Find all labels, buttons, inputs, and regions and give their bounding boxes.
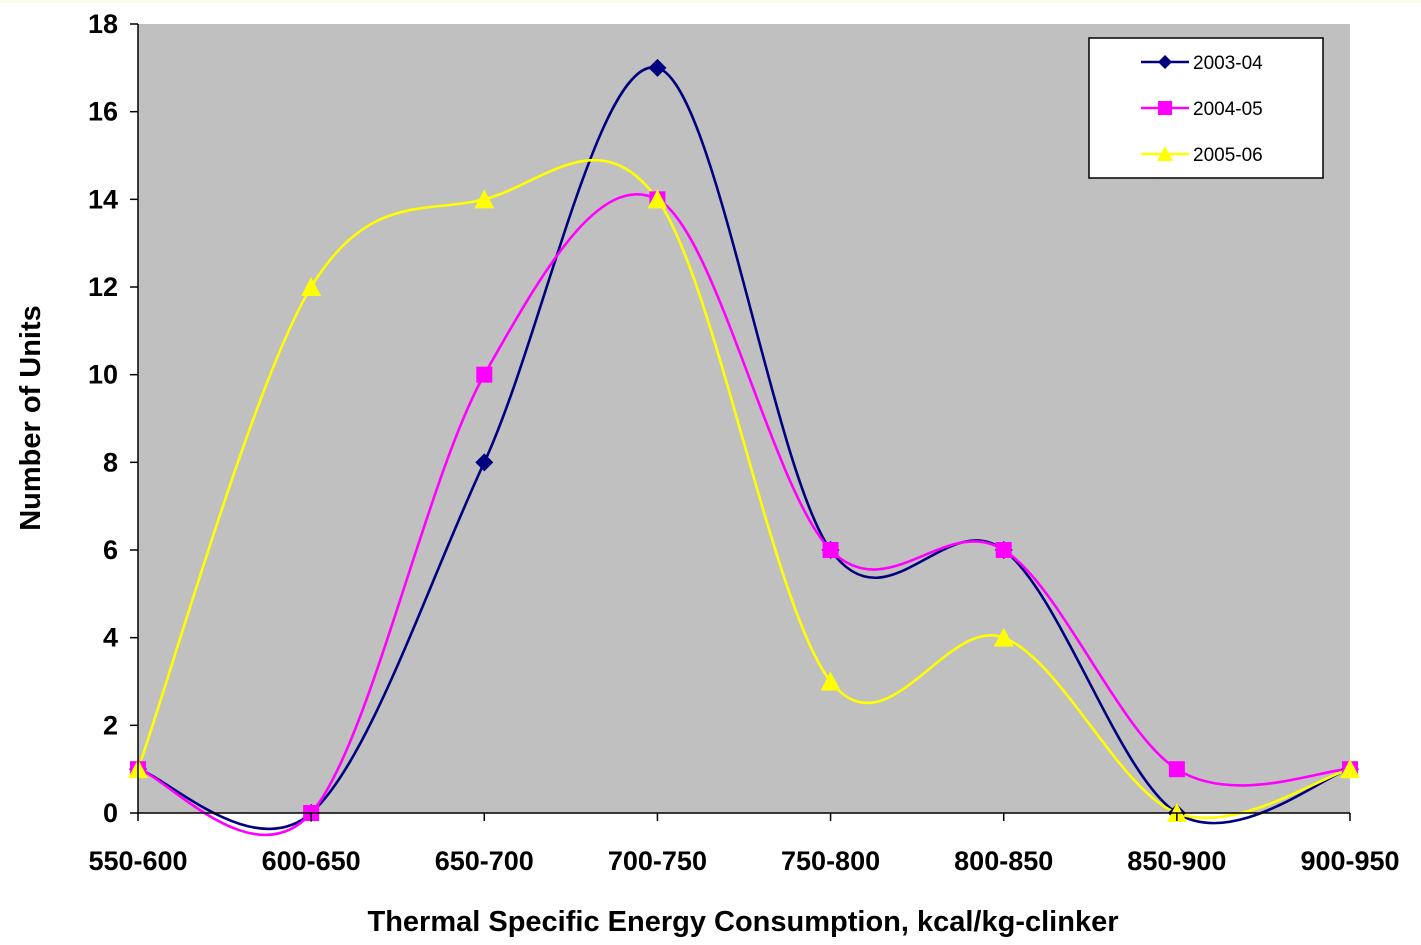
y-tick-label: 4 [103,623,118,653]
legend: 2003-04 2004-05 2005-06 [1088,37,1324,179]
x-tick-label: 850-900 [1127,846,1226,876]
x-tick-label: 750-800 [781,846,880,876]
y-tick-label: 16 [88,97,118,127]
data-point-2005-06 [993,627,1014,647]
y-tick-label: 12 [88,272,118,302]
top-border [0,0,1421,3]
y-tick-label: 6 [103,535,118,565]
data-point-2005-06 [1340,759,1360,779]
data-point-2004-05 [822,542,839,558]
legend-label: 2004-05 [1193,99,1263,120]
x-tick-label: 650-700 [435,846,534,876]
data-point-2004-05 [995,542,1012,558]
legend-box [1088,37,1324,179]
data-point-2003-04 [648,58,667,77]
axes [130,23,1351,821]
y-tick-label: 0 [103,798,118,828]
legend-label: 2005-06 [1193,145,1263,166]
legend-marker-2004-05 [1158,101,1172,115]
y-axis-title: Number of Units [15,305,47,531]
data-point-2004-05 [1168,761,1185,778]
y-tick-label: 18 [88,9,118,39]
y-tick-labels: 0 2 4 6 8 10 12 14 16 18 [88,9,118,828]
y-tick-label: 2 [103,710,118,740]
data-point-2003-04 [475,453,494,472]
legend-marker-2003-04 [1158,55,1172,69]
marker-layer [128,58,1360,822]
x-tick-label: 550-600 [88,846,187,876]
data-point-2004-05 [476,366,493,383]
data-point-2005-06 [474,189,495,209]
data-point-2005-06 [647,189,668,209]
x-tick-label: 700-750 [608,846,707,876]
y-tick-label: 8 [103,447,118,477]
data-point-2005-06 [301,277,322,296]
x-tick-label: 900-950 [1300,846,1399,876]
series-line-2004-05 [138,192,1350,837]
x-axis-title: Thermal Specific Energy Consumption, kca… [368,906,1119,938]
x-tick-labels: 550-600 600-650 650-700 700-750 750-800 800-8… [88,846,1399,876]
y-tick-label: 10 [88,360,118,390]
series-line-2003-04 [138,66,1350,831]
x-tick-label: 600-650 [262,846,361,876]
y-tick-label: 14 [88,184,118,214]
legend-label: 2003-04 [1193,53,1263,74]
x-tick-label: 800-850 [954,846,1053,876]
data-point-2005-06 [820,671,841,691]
legend-marker-2005-06 [1157,146,1173,161]
